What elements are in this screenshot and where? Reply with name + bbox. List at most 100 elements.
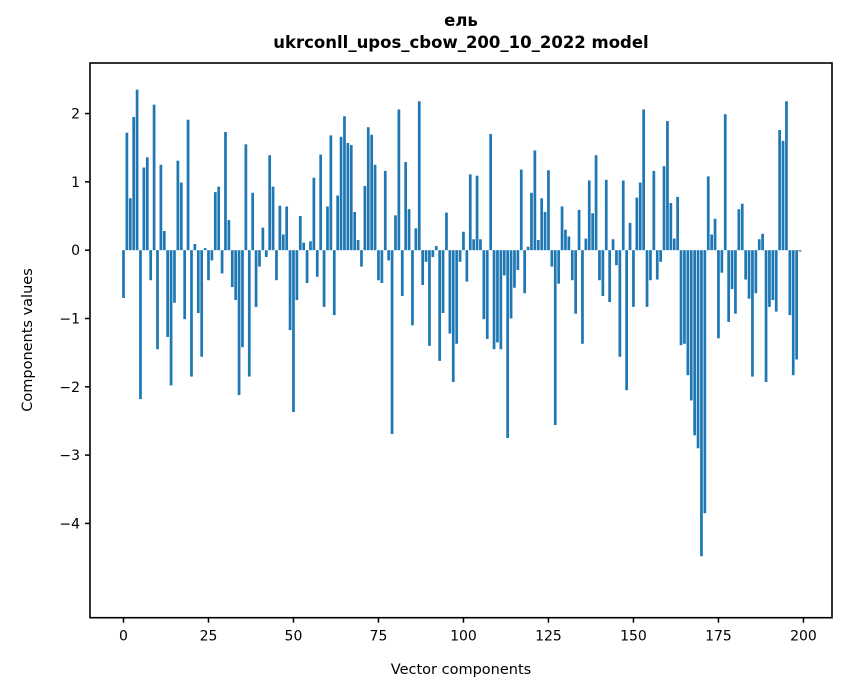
bar xyxy=(550,250,554,267)
bar xyxy=(513,250,516,288)
plot-border xyxy=(89,62,833,619)
bar xyxy=(774,250,778,312)
bar xyxy=(502,250,506,276)
bar xyxy=(445,212,448,251)
bar xyxy=(686,250,690,376)
bar xyxy=(557,250,561,284)
bar xyxy=(547,170,550,251)
bar xyxy=(224,132,227,251)
bar xyxy=(798,250,802,252)
bar xyxy=(220,250,224,274)
bar xyxy=(509,250,513,319)
bar xyxy=(482,250,486,320)
bar xyxy=(319,154,323,251)
bar xyxy=(489,134,493,251)
bar-series xyxy=(122,89,802,557)
bar xyxy=(142,167,146,251)
bar xyxy=(574,250,578,314)
bar xyxy=(363,185,367,251)
bar xyxy=(543,211,547,251)
bar xyxy=(332,250,336,316)
bar xyxy=(356,239,360,251)
bar xyxy=(683,250,686,344)
bar xyxy=(360,250,363,267)
bar xyxy=(193,244,197,251)
bar xyxy=(727,250,731,322)
bar xyxy=(730,250,734,290)
bar xyxy=(254,250,258,307)
bar xyxy=(322,250,326,307)
bar xyxy=(472,239,476,251)
bar xyxy=(492,250,496,350)
bar xyxy=(703,250,707,514)
bar xyxy=(720,250,724,273)
bar xyxy=(462,231,465,251)
bar xyxy=(387,250,391,261)
bar xyxy=(394,215,397,251)
bar xyxy=(611,239,615,251)
bar xyxy=(649,250,652,281)
bar xyxy=(669,203,673,251)
bar xyxy=(190,250,193,377)
bar xyxy=(349,144,353,251)
x-tick-label: 125 xyxy=(535,629,562,645)
bar xyxy=(706,176,710,251)
bar xyxy=(642,109,646,251)
bar xyxy=(570,250,574,281)
bar xyxy=(468,174,472,251)
bar xyxy=(451,250,455,383)
bar xyxy=(751,250,754,377)
bar xyxy=(380,250,384,283)
bar xyxy=(373,164,377,251)
bar xyxy=(441,250,445,314)
bar xyxy=(271,186,275,251)
bar xyxy=(241,250,244,348)
x-tick-label: 150 xyxy=(620,629,647,645)
bar xyxy=(536,239,540,251)
bar xyxy=(618,250,622,357)
bar xyxy=(227,220,231,251)
bar xyxy=(390,250,394,434)
bar xyxy=(768,250,771,307)
bar xyxy=(305,250,309,283)
bar xyxy=(288,250,292,331)
bar xyxy=(377,250,380,281)
bar xyxy=(485,250,489,339)
bar xyxy=(309,241,312,251)
y-tick-label: −1 xyxy=(59,311,80,327)
bar xyxy=(693,250,697,436)
bar xyxy=(407,209,411,251)
bar xyxy=(771,250,775,301)
bar xyxy=(764,250,768,383)
bar xyxy=(162,231,166,251)
bar xyxy=(475,175,479,251)
bar xyxy=(275,250,278,281)
bar xyxy=(740,203,744,251)
bar xyxy=(700,250,703,557)
bar xyxy=(353,211,357,251)
bar xyxy=(632,250,635,307)
x-tick-label: 0 xyxy=(119,629,128,645)
bar xyxy=(210,250,214,261)
bar xyxy=(302,242,306,251)
bar xyxy=(628,222,632,251)
bar xyxy=(421,250,425,286)
bar xyxy=(737,209,741,251)
bar xyxy=(635,197,639,251)
bar xyxy=(560,206,564,251)
bar xyxy=(295,250,299,301)
bar xyxy=(601,250,605,296)
bar xyxy=(734,250,737,314)
bar xyxy=(329,135,333,251)
bar xyxy=(169,250,173,386)
bar xyxy=(278,205,282,251)
bar xyxy=(625,250,629,391)
y-tick-label: −3 xyxy=(59,448,80,464)
bar xyxy=(230,250,234,288)
bar xyxy=(203,248,207,251)
bar xyxy=(434,246,438,251)
bar xyxy=(251,192,255,251)
bar xyxy=(499,250,503,350)
bar xyxy=(587,180,591,251)
